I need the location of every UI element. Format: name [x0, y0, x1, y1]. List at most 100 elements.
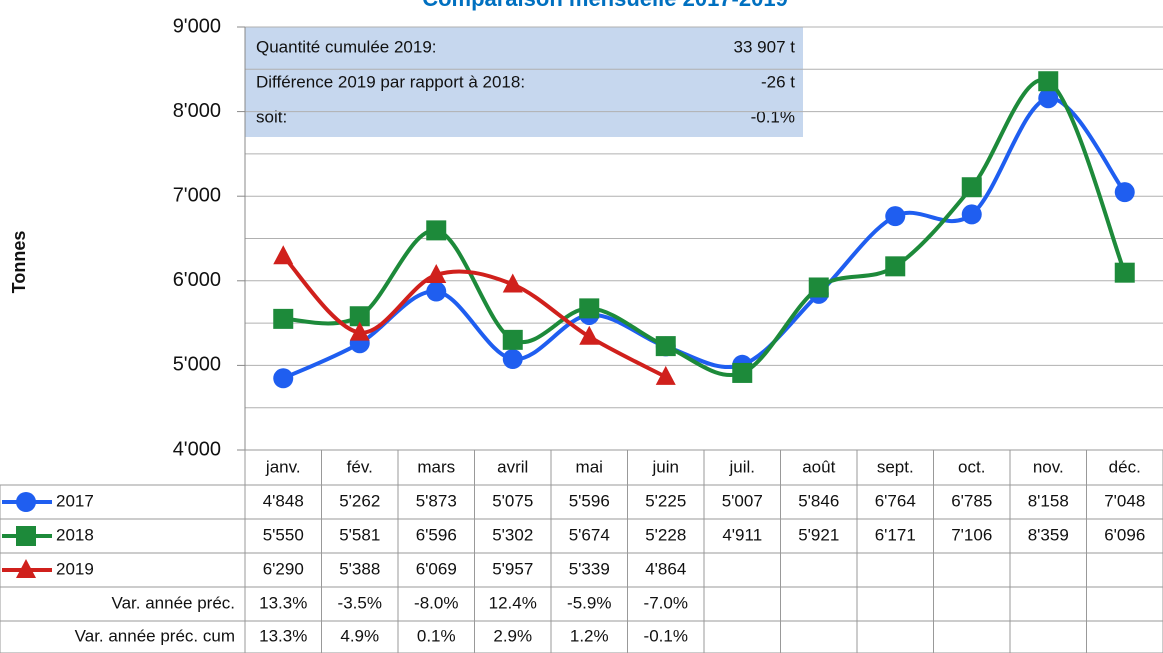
data-point	[1038, 88, 1059, 109]
x-tick-label: juin	[652, 457, 679, 476]
table-value: 6'290	[263, 559, 304, 578]
x-tick-label: nov.	[1033, 457, 1064, 476]
data-point	[502, 273, 523, 293]
y-tick-label: 7'000	[173, 184, 221, 206]
info-box	[245, 27, 803, 137]
data-point	[502, 349, 523, 370]
table-value: 5'388	[339, 559, 380, 578]
data-point	[655, 365, 676, 385]
table-value: 7'048	[1104, 491, 1145, 510]
data-point	[579, 298, 600, 319]
table-row	[0, 620, 1163, 653]
table-value: 5'550	[263, 525, 304, 544]
data-point	[349, 321, 370, 341]
table-value: -5.9%	[567, 593, 611, 612]
info-label: Quantité cumulée 2019:	[256, 37, 437, 56]
data-point	[579, 325, 600, 345]
y-tick-label: 8'000	[173, 100, 221, 122]
legend-marker	[16, 559, 36, 578]
table-value: 5'846	[798, 491, 839, 510]
y-axis-label: Tonnes	[9, 231, 29, 294]
row-label: Var. année préc. cum	[75, 626, 235, 645]
table-value: 6'596	[416, 525, 457, 544]
table-value: 13.3%	[259, 593, 307, 612]
data-point	[273, 308, 294, 329]
x-tick-label: mars	[417, 457, 455, 476]
x-tick-label: sept.	[877, 457, 914, 476]
info-value: -26 t	[761, 72, 795, 91]
data-point	[502, 329, 523, 350]
x-tick-label: oct.	[958, 457, 985, 476]
table-value: 1.2%	[570, 626, 609, 645]
legend-label: 2017	[56, 491, 94, 510]
data-point	[732, 362, 753, 383]
data-point	[885, 256, 906, 277]
table-value: 5'228	[645, 525, 686, 544]
table-value: 4'911	[722, 525, 762, 544]
x-tick-label: août	[802, 457, 835, 476]
row-label: Var. année préc.	[112, 593, 236, 612]
y-tick-label: 5'000	[173, 354, 221, 376]
table-value: 5'957	[492, 559, 533, 578]
data-point	[885, 206, 906, 227]
table-value: 6'069	[416, 559, 457, 578]
legend-label: 2019	[56, 559, 94, 578]
info-value: -0.1%	[751, 107, 795, 126]
data-point	[1114, 182, 1135, 203]
info-label: soit:	[256, 107, 287, 126]
table-value: 5'075	[492, 491, 533, 510]
table-value: 5'302	[492, 525, 533, 544]
data-point	[426, 220, 447, 241]
data-point	[426, 263, 447, 283]
info-label: Différence 2019 par rapport à 2018:	[256, 72, 525, 91]
table-value: 0.1%	[417, 626, 456, 645]
table-value: 2.9%	[493, 626, 532, 645]
data-point	[349, 306, 370, 327]
y-tick-label: 9'000	[173, 15, 221, 37]
table-value: 5'581	[339, 525, 380, 544]
data-point	[1038, 71, 1059, 92]
table-value: 5'873	[416, 491, 457, 510]
table-value: 6'096	[1104, 525, 1145, 544]
data-point	[426, 281, 447, 302]
x-tick-label: juil.	[728, 457, 755, 476]
table-value: 6'764	[875, 491, 916, 510]
x-tick-label: mai	[576, 457, 603, 476]
data-point	[655, 336, 676, 357]
table-value: 5'596	[569, 491, 610, 510]
x-tick-label: avril	[497, 457, 528, 476]
data-point	[273, 368, 294, 389]
table-value: 5'921	[798, 525, 839, 544]
data-point	[273, 245, 294, 265]
table-value: 5'225	[645, 491, 686, 510]
table-value: -8.0%	[414, 593, 458, 612]
x-tick-label: déc.	[1109, 457, 1141, 476]
table-value: -7.0%	[644, 593, 688, 612]
table-value: 4.9%	[340, 626, 379, 645]
y-tick-label: 6'000	[173, 269, 221, 291]
table-value: 5'007	[722, 491, 763, 510]
table-value: 13.3%	[259, 626, 307, 645]
data-point	[1114, 262, 1135, 283]
data-point	[808, 277, 829, 298]
table-value: 8'359	[1028, 525, 1069, 544]
table-value: 8'158	[1028, 491, 1069, 510]
legend-label: 2018	[56, 525, 94, 544]
table-value: 5'674	[569, 525, 610, 544]
table-value: 6'171	[875, 525, 916, 544]
legend-marker	[16, 492, 36, 512]
table-value: 6'785	[951, 491, 992, 510]
x-tick-label: fév.	[347, 457, 373, 476]
table-value: -0.1%	[644, 626, 688, 645]
table-value: 5'262	[339, 491, 380, 510]
table-value: 4'848	[263, 491, 304, 510]
table-value: -3.5%	[338, 593, 382, 612]
legend-marker	[16, 526, 36, 546]
data-point	[961, 204, 982, 225]
table-value: 5'339	[569, 559, 610, 578]
table-value: 7'106	[951, 525, 992, 544]
y-tick-label: 4'000	[173, 438, 221, 460]
x-tick-label: janv.	[265, 457, 301, 476]
chart-title: Comparaison mensuelle 2017-2019	[422, 0, 788, 11]
